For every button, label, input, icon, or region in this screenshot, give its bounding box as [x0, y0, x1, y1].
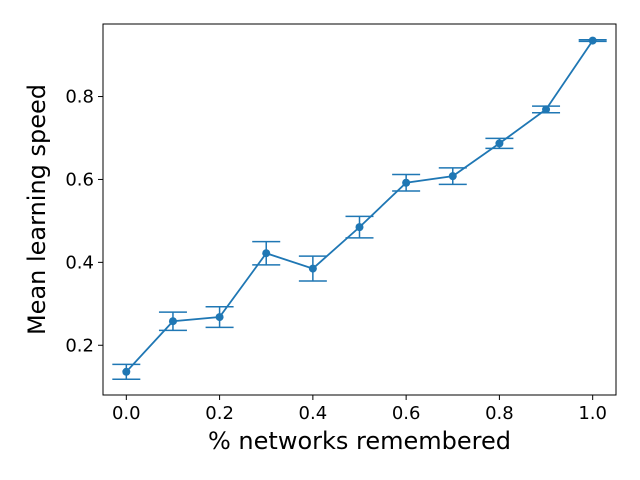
y-tick-label: 0.2	[65, 335, 94, 356]
data-point	[588, 36, 597, 45]
data-point	[215, 313, 224, 322]
x-tick-label: 0.4	[299, 403, 328, 424]
data-point	[355, 223, 364, 232]
x-tick-label: 0.2	[205, 403, 234, 424]
data-point	[402, 178, 411, 187]
axes-frame	[102, 23, 617, 396]
data-point	[542, 105, 551, 114]
x-tick-label: 0.8	[485, 403, 514, 424]
x-tick-label: 0.6	[392, 403, 421, 424]
data-point	[495, 139, 504, 148]
x-tick-label: 0.0	[112, 403, 141, 424]
x-tick-label: 1.0	[578, 403, 607, 424]
y-tick-label: 0.8	[65, 87, 94, 108]
data-point	[168, 317, 177, 326]
y-tick-label: 0.6	[65, 169, 94, 190]
data-point	[448, 172, 457, 181]
plot-area	[112, 36, 607, 380]
y-tick-label: 0.4	[65, 252, 94, 273]
data-point	[308, 264, 317, 273]
y-axis-label: Mean learning speed	[23, 84, 51, 335]
x-axis-label: % networks remembered	[208, 427, 511, 455]
series-line	[125, 40, 594, 373]
ticks: 0.0 0.2 0.4 0.6 0.8 1.0 0.2 0.4 0.6 0.8	[65, 87, 607, 424]
data-point	[262, 249, 271, 258]
data-point	[122, 367, 131, 376]
